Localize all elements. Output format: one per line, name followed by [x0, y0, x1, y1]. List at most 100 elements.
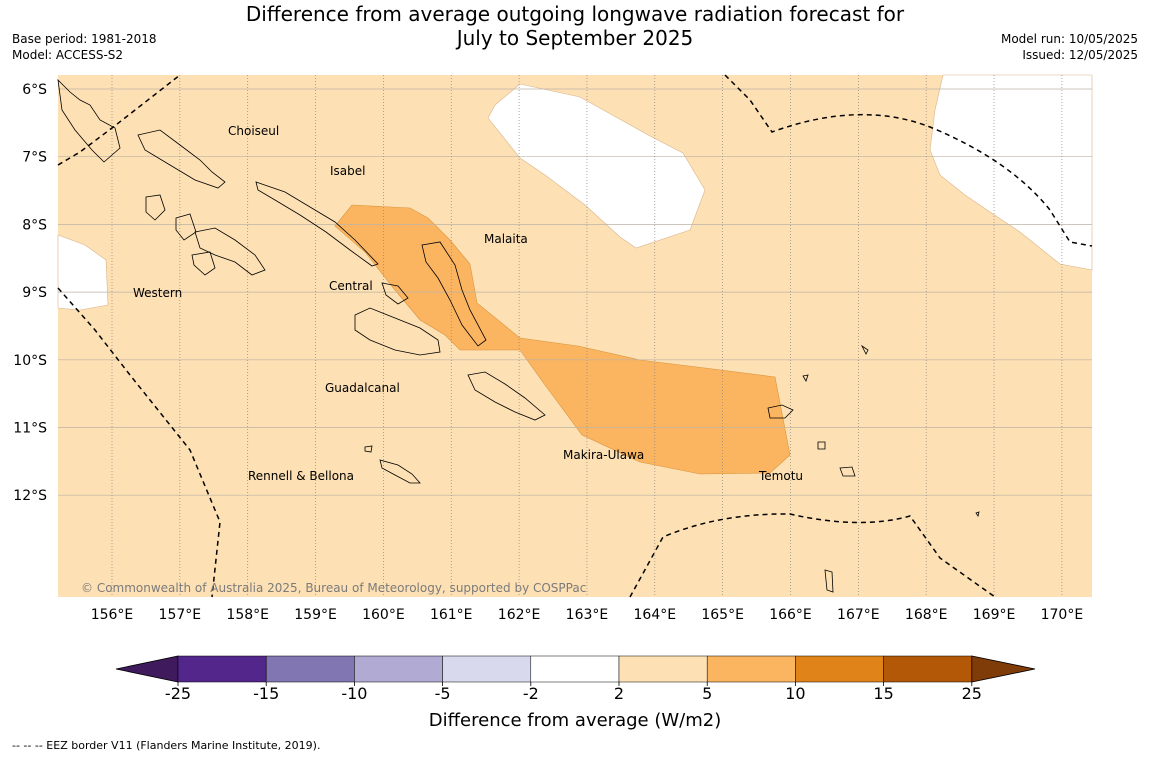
model-name: Model: ACCESS-S2 [12, 48, 124, 62]
longitude-label: 167°E [837, 607, 880, 623]
longitude-label: 162°E [498, 607, 541, 623]
coastlines [57, 78, 980, 593]
colorbar-tick-label: 15 [873, 684, 893, 703]
graticule [58, 75, 1092, 597]
neutral-zone-north [487, 83, 706, 249]
colorbar-tick-label: -5 [435, 684, 451, 703]
colorbar-tick-label: -25 [165, 684, 191, 703]
latitude-label: 12°S [13, 488, 47, 504]
island-south-vanuatu [824, 569, 834, 593]
colorbar-segment [618, 655, 708, 683]
chart-title: Difference from average outgoing longwav… [0, 2, 1150, 50]
colorbar-tick-label: -15 [253, 684, 279, 703]
base-period: Base period: 1981-2018 [12, 32, 157, 46]
colorbar-segment [795, 655, 884, 683]
island-duff [860, 344, 869, 355]
longitude-label: 164°E [634, 607, 677, 623]
latitude-label: 8°S [22, 217, 47, 233]
longitude-label: 158°E [226, 607, 269, 623]
latitude-label: 11°S [13, 421, 47, 437]
longitude-label: 157°E [159, 607, 202, 623]
eez-border-west [57, 287, 221, 598]
region-label: Malaita [484, 232, 528, 246]
colorbar-tick-label: 25 [962, 684, 982, 703]
latitude-label: 7°S [22, 150, 47, 166]
island-rendova [191, 251, 216, 276]
issued-date: Issued: 12/05/2025 [1022, 48, 1138, 62]
island-santa-cruz [767, 404, 794, 419]
latitude-label: 6°S [22, 82, 47, 98]
colorbar-extend-low [115, 655, 179, 683]
island-nggela [381, 282, 409, 305]
region-labels: Choiseul Isabel Malaita Western Central Guada… [133, 124, 803, 483]
island-rennell [379, 459, 421, 484]
title-line1: Difference from average outgoing longwav… [245, 2, 905, 26]
colorbar-segment [354, 655, 443, 683]
latitude-labels: 6°S 7°S 8°S 9°S 10°S 11°S 12°S [13, 82, 47, 504]
island-guadalcanal [354, 307, 441, 356]
colorbar-tick-label: 2 [614, 684, 624, 703]
eez-footer-note: -- -- -- EEZ border V11 (Flanders Marine… [12, 739, 321, 752]
region-label: Choiseul [228, 124, 279, 138]
longitude-label: 163°E [566, 607, 609, 623]
island-reef-islands [802, 374, 809, 382]
longitude-label: 165°E [701, 607, 744, 623]
region-label: Rennell & Bellona [248, 469, 354, 483]
island-choiseul [137, 129, 226, 189]
longitude-labels: 156°E 157°E 158°E 159°E 160°E 161°E 162°E 163°E… [91, 607, 1083, 623]
island-new-georgia [194, 227, 266, 276]
island-bougainville [57, 78, 121, 163]
model-run: Model run: 10/05/2025 [1000, 32, 1138, 46]
island-makira [467, 371, 546, 421]
colorbar-tick-label: -2 [523, 684, 539, 703]
island-bellona [364, 445, 373, 453]
longitude-label: 156°E [91, 607, 134, 623]
positive-anomaly-zone [334, 204, 791, 475]
longitude-label: 170°E [1041, 607, 1084, 623]
meta-left: Base period: 1981-2018 Model: ACCESS-S2 [12, 31, 157, 63]
longitude-label: 166°E [769, 607, 812, 623]
region-label: Makira-Ulawa [563, 448, 644, 462]
colorbar-extend-high [971, 655, 1036, 683]
colorbar-segment [530, 655, 620, 683]
title-line2: July to September 2025 [456, 26, 694, 50]
region-label: Guadalcanal [325, 381, 400, 395]
region-label: Western [133, 286, 182, 300]
colorbar-segment [265, 655, 355, 683]
copyright-text: © Commonwealth of Australia 2025, Bureau… [81, 581, 586, 595]
colorbar-ticks: -25 -15 -10 -5 -2 2 5 10 15 25 [165, 682, 982, 703]
latitude-label: 10°S [13, 353, 47, 369]
island-malaita [421, 241, 487, 347]
longitude-label: 159°E [294, 607, 337, 623]
island-anuta [839, 466, 856, 477]
colorbar-segment [442, 655, 532, 683]
longitude-label: 168°E [905, 607, 948, 623]
latitude-label: 9°S [22, 285, 47, 301]
region-label: Isabel [330, 164, 365, 178]
island-vella-lavella [145, 194, 166, 221]
island-far-east [975, 511, 980, 517]
longitude-label: 161°E [430, 607, 473, 623]
longitude-label: 169°E [973, 607, 1016, 623]
eez-border-south [629, 513, 996, 598]
eez-border-north-west [57, 74, 181, 166]
colorbar-segment [177, 655, 267, 683]
eez-border-north-east [724, 74, 1093, 247]
colorbar [115, 655, 1036, 683]
eez-borders [57, 74, 1093, 598]
colorbar-title: Difference from average (W/m2) [429, 710, 721, 731]
colorbar-segment [706, 655, 796, 683]
meta-right: Model run: 10/05/2025 Issued: 12/05/2025 [1001, 31, 1138, 63]
longitude-label: 160°E [362, 607, 405, 623]
colorbar-tick-label: 10 [785, 684, 805, 703]
island-tikopia [817, 441, 826, 450]
region-label: Temotu [758, 469, 803, 483]
colorbar-tick-label: 5 [702, 684, 712, 703]
neutral-zone-west [57, 234, 109, 311]
island-isabel [255, 181, 379, 267]
colorbar-tick-label: -10 [341, 684, 367, 703]
region-label: Central [329, 279, 373, 293]
island-kolombangara [175, 213, 197, 241]
map-panel: Choiseul Isabel Malaita Western Central Guada… [57, 74, 1093, 598]
map-figure: Choiseul Isabel Malaita Western Central Guada… [13, 74, 1093, 731]
